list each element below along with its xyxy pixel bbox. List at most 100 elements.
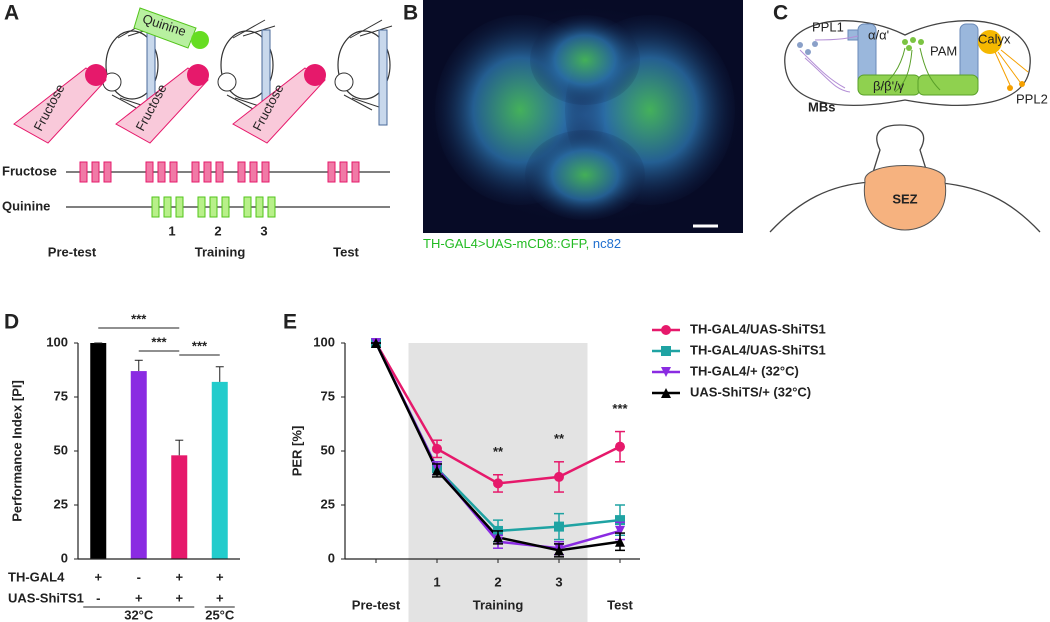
cell-body — [1007, 85, 1013, 91]
quinine-pulse — [163, 196, 172, 218]
probe-tip — [191, 31, 209, 49]
bar — [171, 455, 188, 559]
quinine-pulse — [267, 196, 276, 218]
quinine-pulse — [151, 196, 160, 218]
marker — [432, 465, 442, 476]
anatomy-label: PAM — [930, 43, 957, 58]
bar — [130, 371, 147, 559]
probe-tip — [85, 64, 107, 86]
probe-tip — [304, 64, 326, 86]
probe-tip — [187, 64, 209, 86]
micrograph-part — [525, 130, 645, 220]
panel-label: E — [283, 311, 297, 334]
fructose-pulse — [79, 161, 88, 183]
marker — [432, 443, 442, 454]
quinine-pulse — [197, 196, 206, 218]
fructose-pulse — [169, 161, 178, 183]
genotype-symbol: + — [175, 569, 183, 584]
training-number: 1 — [168, 223, 175, 238]
graphic-part — [217, 72, 237, 92]
anatomy-label: PPL1 — [812, 19, 844, 34]
fly-setup — [334, 19, 393, 126]
x-tick-label: Pre-test — [352, 597, 401, 612]
panel-c: PPL1 α/α' PAM Calyx PPL2 MBs β/β'/γ SEZ — [769, 19, 1048, 233]
graphic-part — [378, 29, 388, 126]
y-axis-label: Performance Index [PI] — [9, 380, 24, 522]
x-tick-label: 3 — [555, 574, 562, 589]
marker — [615, 536, 625, 547]
cell-body — [1019, 81, 1025, 87]
anatomy-label: Calyx — [978, 31, 1011, 46]
quinine-pulse — [255, 196, 264, 218]
y-tick-label: 100 — [313, 334, 335, 349]
panel-label: C — [773, 2, 788, 25]
marker — [493, 532, 503, 543]
fructose-pulse — [327, 161, 336, 183]
fly-setup — [217, 19, 276, 126]
cell-body — [906, 45, 912, 51]
cell-body — [918, 39, 924, 45]
anatomy-label: SEZ — [892, 191, 917, 206]
anatomy-label: α/α' — [868, 27, 889, 42]
x-tick-label: Test — [607, 597, 633, 612]
y-tick-label: 100 — [46, 334, 68, 349]
quinine-pulse — [243, 196, 252, 218]
marker — [371, 338, 381, 348]
legend-marker — [661, 346, 671, 356]
fructose-pulse — [203, 161, 212, 183]
significance-label: *** — [151, 334, 167, 349]
temperature-label: 25°C — [205, 607, 235, 622]
y-tick-label: 50 — [54, 442, 68, 457]
legend-label: TH-GAL4/UAS-ShiTS1 — [690, 342, 826, 357]
cell-body — [805, 49, 811, 55]
marker — [554, 545, 564, 556]
anatomy-label: β/β'/γ — [873, 78, 905, 93]
anatomy-label: MBs — [808, 99, 835, 114]
genotype-symbol: + — [175, 590, 183, 605]
caption: TH-GAL4>UAS-mCD8::GFP, nc82 — [423, 236, 621, 251]
panel-label: A — [4, 2, 19, 25]
legend-label: TH-GAL4/UAS-ShiTS1 — [690, 321, 826, 336]
ppl1-neurons — [799, 35, 859, 93]
cell-body — [902, 39, 908, 45]
graphic-part — [343, 19, 393, 111]
legend-marker — [661, 367, 671, 377]
phase-label: Training — [195, 244, 246, 259]
cell-body — [910, 37, 916, 43]
marker — [615, 441, 625, 452]
y-tick-label: 25 — [54, 496, 68, 511]
x-tick-label: 2 — [494, 574, 501, 589]
y-axis-label: PER [%] — [289, 426, 304, 477]
calyx — [978, 30, 1002, 54]
fructose-pulse — [237, 161, 246, 183]
legend-marker — [661, 325, 671, 335]
marker — [615, 515, 625, 526]
genotype-label: UAS-ShiTS1 — [8, 590, 84, 605]
charts: 0 25 50 75 100 Performance Index [PI] TH-GAL4 +… — [8, 311, 826, 622]
panel-a: Fructose Quinine Fructose Fructose Fruct… — [2, 7, 393, 259]
x-tick-label: 1 — [433, 574, 440, 589]
fly-setup — [102, 19, 161, 126]
y-tick-label: 75 — [321, 388, 335, 403]
y-tick-label: 0 — [61, 550, 68, 565]
genotype-symbol: + — [216, 590, 224, 605]
micrograph-part — [530, 15, 640, 105]
fructose-pulse — [191, 161, 200, 183]
genotype-symbol: + — [135, 590, 143, 605]
genotype-label: TH-GAL4 — [8, 569, 65, 584]
marker — [615, 525, 625, 536]
fructose-pulse — [145, 161, 154, 183]
legend-label: UAS-ShiTS/+ (32°C) — [690, 384, 811, 399]
significance-label: *** — [192, 338, 208, 353]
cell-body — [797, 42, 803, 48]
quinine-pulse — [221, 196, 230, 218]
significance-label: ** — [554, 431, 565, 446]
vnc-outline — [769, 124, 1041, 233]
caption-blue: nc82 — [593, 236, 621, 251]
graphic-part — [226, 19, 276, 111]
legend-label: TH-GAL4/+ (32°C) — [690, 363, 799, 378]
row-label: Fructose — [2, 163, 57, 178]
y-tick-label: 75 — [54, 388, 68, 403]
marker — [493, 478, 503, 489]
